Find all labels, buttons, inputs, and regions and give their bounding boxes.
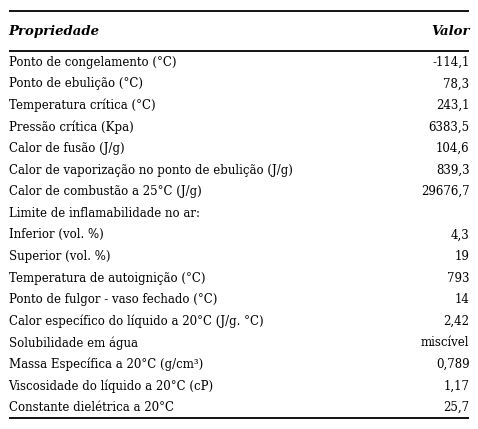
Text: Calor de vaporização no ponto de ebulição (J/g): Calor de vaporização no ponto de ebuliçã… [9, 163, 293, 177]
Text: 25,7: 25,7 [443, 401, 469, 414]
Text: Superior (vol. %): Superior (vol. %) [9, 250, 110, 263]
Text: Constante dielétrica a 20°C: Constante dielétrica a 20°C [9, 401, 174, 414]
Text: Ponto de congelamento (°C): Ponto de congelamento (°C) [9, 56, 176, 69]
Text: 78,3: 78,3 [443, 77, 469, 91]
Text: 29676,7: 29676,7 [421, 185, 469, 198]
Text: Valor: Valor [431, 24, 469, 38]
Text: Ponto de ebulição (°C): Ponto de ebulição (°C) [9, 77, 142, 91]
Text: Massa Específica a 20°C (g/cm³): Massa Específica a 20°C (g/cm³) [9, 358, 203, 371]
Text: Viscosidade do líquido a 20°C (cP): Viscosidade do líquido a 20°C (cP) [9, 379, 214, 393]
Text: 839,3: 839,3 [436, 163, 469, 177]
Text: Temperatura de autoignição (°C): Temperatura de autoignição (°C) [9, 272, 205, 284]
Text: Calor de fusão (J/g): Calor de fusão (J/g) [9, 142, 124, 155]
Text: 1,17: 1,17 [444, 379, 469, 393]
Text: Inferior (vol. %): Inferior (vol. %) [9, 228, 103, 242]
Text: Ponto de fulgor - vaso fechado (°C): Ponto de fulgor - vaso fechado (°C) [9, 293, 217, 306]
Text: Temperatura crítica (°C): Temperatura crítica (°C) [9, 99, 155, 112]
Text: 0,789: 0,789 [436, 358, 469, 371]
Text: 4,3: 4,3 [451, 228, 469, 242]
Text: Calor específico do líquido a 20°C (J/g. °C): Calor específico do líquido a 20°C (J/g.… [9, 314, 263, 328]
Text: 243,1: 243,1 [436, 99, 469, 112]
Text: Pressão crítica (Kpa): Pressão crítica (Kpa) [9, 120, 133, 134]
Text: miscível: miscível [421, 336, 469, 349]
Text: Limite de inflamabilidade no ar:: Limite de inflamabilidade no ar: [9, 207, 200, 220]
Text: Solubilidade em água: Solubilidade em água [9, 336, 138, 350]
Text: Propriedade: Propriedade [9, 24, 99, 38]
Text: Calor de combustão a 25°C (J/g): Calor de combustão a 25°C (J/g) [9, 185, 201, 198]
Text: 793: 793 [447, 272, 469, 284]
Text: 6383,5: 6383,5 [428, 121, 469, 133]
Text: -114,1: -114,1 [432, 56, 469, 69]
Text: 19: 19 [455, 250, 469, 263]
Text: 14: 14 [455, 293, 469, 306]
Text: 2,42: 2,42 [444, 315, 469, 328]
Text: 104,6: 104,6 [436, 142, 469, 155]
